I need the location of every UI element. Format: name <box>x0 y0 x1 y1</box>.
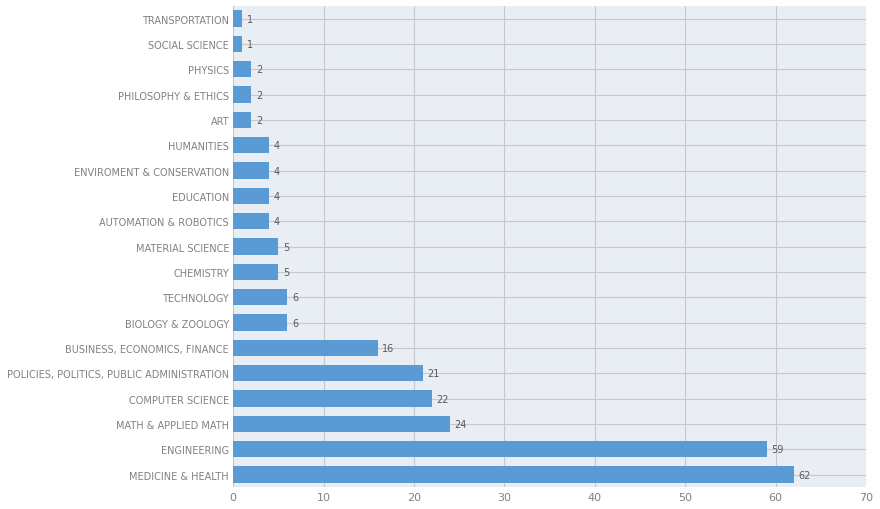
Bar <box>233 365 423 382</box>
Bar <box>233 441 766 458</box>
Bar <box>233 315 288 331</box>
Text: 59: 59 <box>771 444 783 455</box>
Bar <box>233 290 288 306</box>
Text: 1: 1 <box>246 15 253 24</box>
Text: 4: 4 <box>274 217 280 227</box>
Text: 62: 62 <box>798 470 810 479</box>
Text: 1: 1 <box>246 40 253 50</box>
Bar <box>233 214 269 230</box>
Bar <box>233 390 432 407</box>
Bar <box>233 239 278 256</box>
Bar <box>233 466 794 483</box>
Text: 4: 4 <box>274 166 280 176</box>
Bar <box>233 37 242 53</box>
Text: 2: 2 <box>256 116 262 126</box>
Bar <box>233 87 252 104</box>
Text: 24: 24 <box>455 419 467 429</box>
Text: 2: 2 <box>256 91 262 100</box>
Text: 21: 21 <box>428 369 440 379</box>
Bar <box>233 264 278 280</box>
Text: 22: 22 <box>436 394 449 404</box>
Text: 6: 6 <box>292 293 298 303</box>
Bar <box>233 340 378 356</box>
Text: 4: 4 <box>274 141 280 151</box>
Bar <box>233 112 252 129</box>
Bar <box>233 163 269 180</box>
Bar <box>233 62 252 78</box>
Bar <box>233 416 451 432</box>
Text: 2: 2 <box>256 65 262 75</box>
Bar <box>233 188 269 205</box>
Text: 5: 5 <box>283 267 290 277</box>
Bar <box>233 11 242 28</box>
Bar <box>233 138 269 154</box>
Text: 4: 4 <box>274 191 280 202</box>
Text: 6: 6 <box>292 318 298 328</box>
Text: 16: 16 <box>383 343 394 353</box>
Text: 5: 5 <box>283 242 290 252</box>
